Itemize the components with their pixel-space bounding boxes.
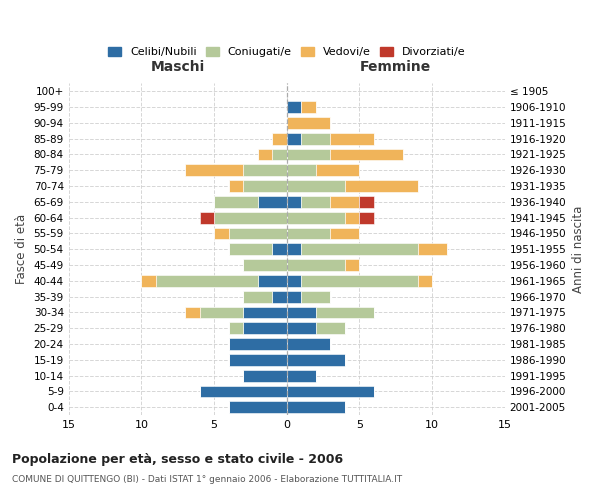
Bar — [229, 354, 287, 366]
Bar — [156, 275, 257, 287]
Bar — [287, 259, 345, 271]
Text: Femmine: Femmine — [360, 60, 431, 74]
Bar — [272, 244, 287, 255]
Bar — [243, 306, 287, 318]
Bar — [257, 148, 272, 160]
Bar — [359, 196, 374, 208]
Bar — [272, 148, 287, 160]
Bar — [287, 322, 316, 334]
Text: COMUNE DI QUITTENGO (BI) - Dati ISTAT 1° gennaio 2006 - Elaborazione TUTTITALIA.: COMUNE DI QUITTENGO (BI) - Dati ISTAT 1°… — [12, 475, 402, 484]
Bar — [287, 117, 331, 129]
Bar — [345, 259, 359, 271]
Y-axis label: Fasce di età: Fasce di età — [15, 214, 28, 284]
Bar — [316, 306, 374, 318]
Bar — [243, 180, 287, 192]
Bar — [331, 148, 403, 160]
Bar — [287, 148, 331, 160]
Bar — [345, 180, 418, 192]
Bar — [200, 212, 214, 224]
Bar — [287, 338, 331, 350]
Legend: Celibi/Nubili, Coniugati/e, Vedovi/e, Divorziati/e: Celibi/Nubili, Coniugati/e, Vedovi/e, Di… — [103, 42, 470, 62]
Bar — [287, 196, 301, 208]
Bar — [316, 322, 345, 334]
Bar — [301, 196, 331, 208]
Bar — [287, 354, 345, 366]
Bar — [142, 275, 156, 287]
Bar — [287, 180, 345, 192]
Bar — [331, 132, 374, 144]
Text: Popolazione per età, sesso e stato civile - 2006: Popolazione per età, sesso e stato civil… — [12, 452, 343, 466]
Bar — [287, 370, 316, 382]
Bar — [301, 101, 316, 113]
Bar — [301, 290, 331, 302]
Bar — [200, 386, 287, 398]
Bar — [272, 290, 287, 302]
Bar — [359, 212, 374, 224]
Bar — [229, 180, 243, 192]
Bar — [243, 164, 287, 176]
Bar — [287, 101, 301, 113]
Bar — [287, 132, 301, 144]
Bar — [229, 244, 272, 255]
Bar — [243, 322, 287, 334]
Bar — [287, 306, 316, 318]
Bar — [418, 275, 432, 287]
Bar — [301, 132, 331, 144]
Bar — [331, 228, 359, 239]
Bar — [287, 164, 316, 176]
Bar — [287, 212, 345, 224]
Y-axis label: Anni di nascita: Anni di nascita — [572, 206, 585, 293]
Bar — [272, 132, 287, 144]
Bar — [316, 164, 359, 176]
Bar — [257, 275, 287, 287]
Bar — [301, 244, 418, 255]
Bar — [200, 306, 243, 318]
Bar — [229, 228, 287, 239]
Bar — [287, 402, 345, 413]
Bar — [243, 370, 287, 382]
Bar — [243, 290, 272, 302]
Bar — [345, 212, 359, 224]
Bar — [229, 402, 287, 413]
Bar — [229, 338, 287, 350]
Bar — [287, 386, 374, 398]
Bar — [257, 196, 287, 208]
Bar — [229, 322, 243, 334]
Bar — [214, 196, 257, 208]
Bar — [243, 259, 287, 271]
Bar — [287, 290, 301, 302]
Bar — [287, 244, 301, 255]
Bar — [214, 212, 287, 224]
Bar — [418, 244, 446, 255]
Text: Maschi: Maschi — [151, 60, 205, 74]
Bar — [331, 196, 359, 208]
Bar — [185, 164, 243, 176]
Bar — [214, 228, 229, 239]
Bar — [185, 306, 200, 318]
Bar — [287, 275, 301, 287]
Bar — [301, 275, 418, 287]
Bar — [287, 228, 331, 239]
